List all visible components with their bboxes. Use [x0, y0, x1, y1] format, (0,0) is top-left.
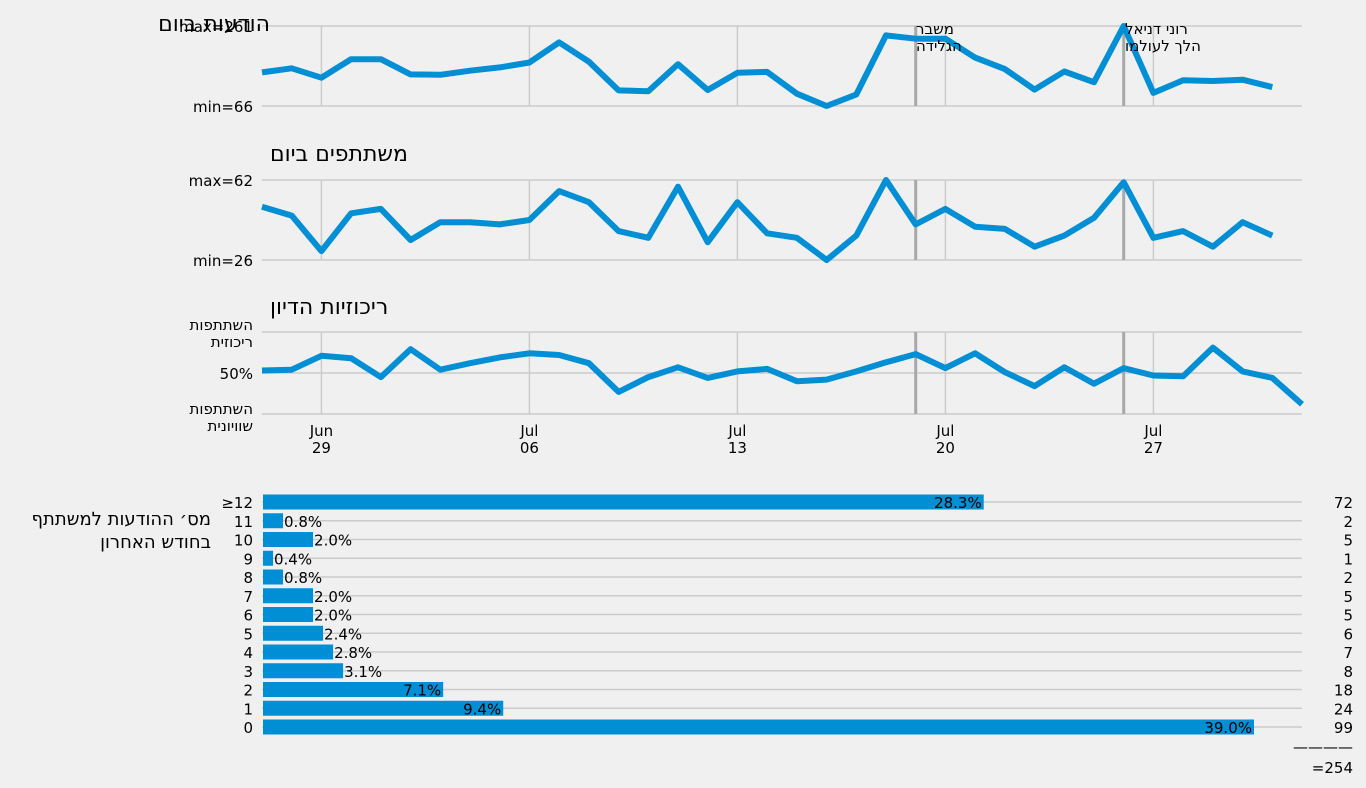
bar-count-label: 7 — [1343, 644, 1353, 662]
bar-pct-label: 7.1% — [403, 682, 441, 700]
messages-title: הודעות ביום — [158, 12, 270, 37]
bar-pct-label: 2.0% — [314, 588, 352, 606]
x-tick-day: 13 — [728, 439, 747, 457]
bar-7 — [263, 625, 324, 641]
bar-pct-label: 28.3% — [934, 494, 982, 512]
bar-pct-label: 2.0% — [314, 532, 352, 550]
concentration-ytick-bottom-line-1: השתתפות — [190, 400, 253, 418]
event-2-label-line-1: רוני דניאל — [1125, 20, 1188, 38]
bar-ylabel-line-2: בחודש האחרון — [100, 532, 211, 553]
bar-pct-label: 3.1% — [344, 663, 382, 681]
concentration-ytick-top-line-2: ריכוזית — [211, 333, 253, 351]
bar-10 — [263, 682, 444, 697]
event-1-label-line-1: משבר — [916, 20, 954, 38]
concentration-series-line — [261, 344, 1304, 407]
bar-category-label: 11 — [234, 513, 253, 531]
concentration-ytick-bottom-line-2: שוויונית — [208, 417, 253, 435]
bar-category-label: 1 — [243, 700, 253, 718]
bar-count-label: 72 — [1334, 494, 1353, 512]
bar-count-label: 18 — [1334, 682, 1353, 700]
bar-category-label: 6 — [243, 607, 253, 625]
bar-pct-label: 2.8% — [334, 644, 372, 662]
bar-category-label: ≥12 — [221, 494, 253, 512]
messages-ytick-min: min=66 — [193, 98, 253, 116]
x-tick-day: 06 — [520, 439, 539, 457]
bar-total-label: =254 — [1312, 759, 1353, 777]
x-tick-month: Jul — [935, 422, 954, 440]
x-tick-day: 20 — [936, 439, 955, 457]
bar-category-label: 5 — [243, 625, 253, 643]
x-tick-month: Jun — [309, 422, 333, 440]
x-tick-month: Jul — [519, 422, 538, 440]
bar-2 — [263, 532, 314, 547]
bar-category-label: 0 — [243, 719, 253, 737]
bar-3 — [263, 550, 274, 566]
bar-count-label: 5 — [1343, 588, 1353, 606]
bar-pct-label: 2.4% — [324, 625, 362, 643]
bar-1 — [263, 513, 284, 529]
bar-grid — [262, 501, 1302, 728]
bar-category-label: 9 — [243, 550, 253, 568]
bar-category-label: 4 — [243, 644, 253, 662]
participants-series-line — [261, 177, 1274, 263]
bar-pct-label: 0.8% — [284, 513, 322, 531]
x-tick-month: Jul — [727, 422, 746, 440]
event-2-label-line-2: הלך לעולמו — [1125, 37, 1201, 55]
participants-ytick-min: min=26 — [193, 252, 253, 270]
event-1-label-line-2: הגלידה — [916, 37, 962, 55]
bar-9 — [263, 663, 344, 679]
bar-total-rule: ———— — [1293, 738, 1353, 756]
concentration-panel: ריכוזיות הדיון השתתפות ריכוזית 50% השתתפ… — [190, 295, 1304, 457]
messages-series-line — [261, 23, 1274, 109]
bar-pct-label: 9.4% — [463, 700, 501, 718]
bar-category-label: 3 — [243, 663, 253, 681]
concentration-title: ריכוזיות הדיון — [270, 295, 388, 320]
bar-count-label: 8 — [1343, 663, 1353, 681]
participants-ytick-max: max=62 — [189, 172, 253, 190]
event-annotation-1: משבר הגלידה — [916, 20, 962, 55]
messages-per-day-panel: הודעות ביום max=261 min=66 משבר הגלידה ר… — [158, 12, 1302, 116]
concentration-ytick-top-line-1: השתתפות — [190, 316, 253, 334]
participants-grid — [262, 179, 1302, 261]
participants-per-day-panel: משתתפים ביום max=62 min=26 — [189, 142, 1302, 270]
x-tick-day: 29 — [312, 439, 331, 457]
bar-ylabel-line-1: מס׳ ההודעות למשתתף — [32, 509, 211, 530]
bar-count-label: 5 — [1343, 532, 1353, 550]
bar-category-label: 8 — [243, 569, 253, 587]
bar-pct-label: 0.4% — [274, 550, 312, 568]
bar-category-label: 10 — [234, 532, 253, 550]
bar-count-label: 2 — [1343, 569, 1353, 587]
event-annotation-2: רוני דניאל הלך לעולמו — [1125, 20, 1201, 55]
bar-count-label: 6 — [1343, 625, 1353, 643]
participants-title: משתתפים ביום — [270, 142, 408, 167]
bar-11 — [263, 700, 504, 716]
bar-4 — [263, 569, 284, 585]
concentration-event-lines — [914, 332, 1126, 414]
messages-ytick-max: max=261 — [179, 18, 253, 36]
bar-count-label: 99 — [1334, 719, 1353, 737]
x-tick-month: Jul — [1143, 422, 1162, 440]
x-tick-day: 27 — [1144, 439, 1163, 457]
bar-count-label: 5 — [1343, 607, 1353, 625]
bar-pct-label: 2.0% — [314, 607, 352, 625]
bar-6 — [263, 607, 314, 622]
bar-12 — [263, 719, 1254, 735]
bar-category-label: 2 — [243, 682, 253, 700]
bar-pct-label: 39.0% — [1204, 719, 1252, 737]
bar-count-label: 2 — [1343, 513, 1353, 531]
bar-5 — [263, 588, 314, 604]
bar-count-label: 24 — [1334, 700, 1353, 718]
bar-8 — [263, 644, 334, 660]
bar-category-label: 7 — [243, 588, 253, 606]
bar-count-label: 1 — [1343, 550, 1353, 568]
bar-pct-label: 0.8% — [284, 569, 322, 587]
bar-0 — [263, 494, 984, 510]
concentration-ytick-mid: 50% — [220, 365, 253, 383]
